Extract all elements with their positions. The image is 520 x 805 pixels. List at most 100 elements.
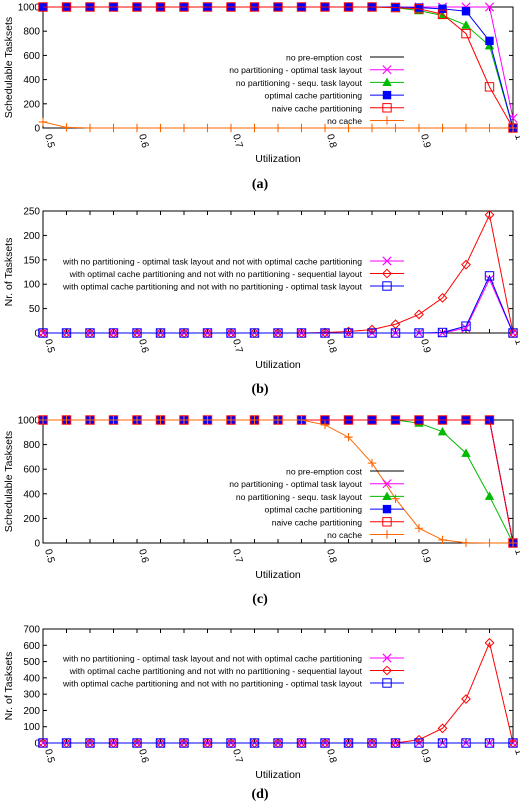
data-point xyxy=(414,524,424,533)
data-point xyxy=(484,2,495,12)
data-point xyxy=(508,738,518,748)
x-tick-label: 0.6 xyxy=(136,133,150,150)
legend-marker xyxy=(382,103,392,113)
data-point xyxy=(343,326,354,337)
y-axis-label: Schedulable Tasksets xyxy=(3,431,15,532)
data-point xyxy=(249,2,260,12)
series-5 xyxy=(38,2,518,133)
data-point xyxy=(437,723,448,734)
data-point xyxy=(484,415,495,425)
data-point xyxy=(38,2,48,12)
legend-label: no partitioning - sequ. task layout xyxy=(236,78,363,88)
legend-label: with no partitioning - optimal task layo… xyxy=(62,654,362,664)
x-tick-label: 1 xyxy=(512,133,520,142)
x-tick-label: 0.7 xyxy=(230,338,244,355)
legend: with no partitioning - optimal task layo… xyxy=(62,256,404,292)
legend-marker xyxy=(382,116,392,125)
data-point xyxy=(438,535,447,545)
data-point xyxy=(343,328,354,338)
data-point xyxy=(508,123,518,133)
data-point xyxy=(296,2,307,12)
y-axis-label: Schedulable Tasksets xyxy=(3,17,15,118)
data-point xyxy=(85,328,95,338)
y-tick-label: 0 xyxy=(34,124,40,135)
legend-marker xyxy=(382,653,392,663)
data-point xyxy=(320,123,330,133)
y-tick-label: 0 xyxy=(34,739,40,750)
data-point xyxy=(38,117,48,127)
data-point xyxy=(461,415,471,425)
legend-label: no pre-emption cost xyxy=(286,467,363,477)
legend-label: naive cache partitioning xyxy=(272,517,363,527)
data-point xyxy=(179,738,189,748)
data-point xyxy=(203,123,212,133)
data-point xyxy=(484,637,495,648)
data-point xyxy=(390,2,401,13)
data-point xyxy=(250,415,259,425)
x-axis-label: Utilization xyxy=(255,153,301,165)
data-point xyxy=(343,415,354,425)
legend-marker xyxy=(382,665,392,676)
series-3 xyxy=(38,738,518,748)
data-point xyxy=(391,123,400,133)
x-tick-label: 0.7 xyxy=(230,548,244,565)
x-tick-label: 0.5 xyxy=(42,338,56,355)
data-point xyxy=(367,458,377,468)
legend-label: optimal cache partitioning xyxy=(265,505,363,515)
data-point xyxy=(414,4,424,14)
data-point xyxy=(249,328,260,338)
data-point xyxy=(414,415,424,425)
x-tick-label: 0.8 xyxy=(324,748,338,765)
data-point xyxy=(132,415,142,425)
series-6 xyxy=(38,117,518,133)
data-point xyxy=(367,328,377,338)
y-tick-label: 800 xyxy=(23,440,40,451)
data-point xyxy=(437,327,448,338)
data-point xyxy=(273,2,283,12)
data-point xyxy=(508,328,518,338)
y-tick-label: 0 xyxy=(34,329,40,340)
y-tick-label: 600 xyxy=(23,51,40,62)
x-tick-label: 0.9 xyxy=(418,338,432,355)
data-point xyxy=(132,738,142,748)
data-point xyxy=(391,2,400,12)
legend-marker xyxy=(382,530,392,539)
y-tick-label: 500 xyxy=(23,657,40,668)
data-point xyxy=(320,328,330,338)
y-tick-label: 700 xyxy=(23,625,40,636)
legend-label: with optimal cache partitioning and not … xyxy=(62,679,363,689)
data-point xyxy=(484,271,495,281)
legend-label: no partitioning - sequ. task layout xyxy=(236,492,363,502)
data-point xyxy=(320,420,330,430)
data-point xyxy=(297,415,306,425)
x-tick-label: 1 xyxy=(512,748,520,757)
data-point xyxy=(414,309,424,320)
data-point xyxy=(414,3,424,12)
data-point xyxy=(320,2,330,12)
chart-panel-1: 0 200 400 600 800 1000 0.5 0.6 0.7 0.8 0.9 1 Utiliza… xyxy=(3,2,520,192)
data-point xyxy=(85,738,95,748)
data-point xyxy=(484,738,495,748)
y-tick-label: 400 xyxy=(23,75,40,86)
data-point xyxy=(296,328,307,338)
y-tick-label: 1000 xyxy=(18,3,41,14)
data-point xyxy=(62,123,71,132)
y-tick-label: 800 xyxy=(23,27,40,38)
legend-marker xyxy=(382,65,392,75)
data-point xyxy=(344,433,353,442)
x-tick-label: 0.5 xyxy=(42,133,56,150)
data-point xyxy=(508,113,518,123)
data-point xyxy=(273,328,283,338)
data-point xyxy=(62,415,71,425)
data-point xyxy=(343,2,354,12)
data-point xyxy=(85,123,95,133)
x-tick-label: 0.7 xyxy=(230,748,244,765)
y-tick-label: 200 xyxy=(23,231,40,242)
data-point xyxy=(61,328,72,338)
x-axis-label: Utilization xyxy=(255,359,301,371)
legend-label: no partitioning - optimal task layout xyxy=(229,65,362,75)
data-point xyxy=(437,9,448,19)
data-point xyxy=(367,123,377,133)
x-tick-label: 0.6 xyxy=(136,338,150,355)
